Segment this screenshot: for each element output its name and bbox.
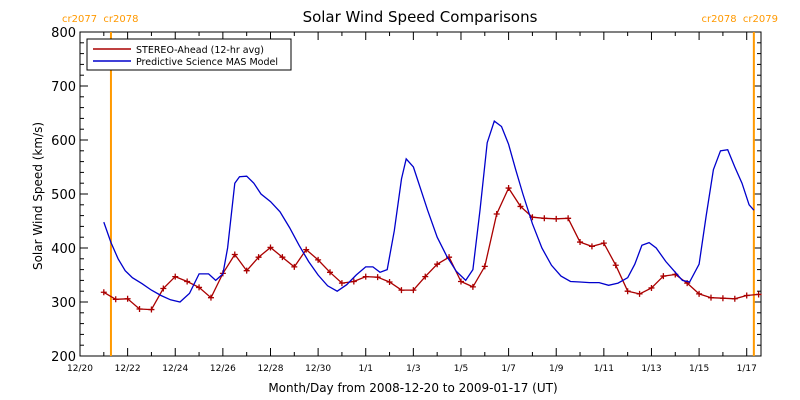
x-tick-label: 12/28	[258, 364, 284, 374]
data-point	[624, 288, 631, 295]
legend-label-1: Predictive Science MAS Model	[136, 57, 278, 68]
series-line-1	[103, 120, 755, 303]
x-tick-label: 12/26	[210, 364, 236, 374]
data-point	[457, 278, 464, 285]
y-tick-label: 800	[51, 26, 76, 41]
x-tick-label: 1/5	[454, 364, 468, 374]
x-tick-label: 1/11	[594, 364, 614, 374]
data-point	[100, 289, 107, 296]
series-layer	[100, 120, 762, 313]
data-point	[636, 290, 643, 297]
data-point	[136, 306, 143, 313]
data-point	[696, 290, 703, 297]
data-point	[612, 262, 619, 269]
data-point	[660, 273, 667, 280]
data-point	[184, 278, 191, 285]
data-point	[600, 240, 607, 247]
data-point	[338, 280, 345, 287]
data-point	[207, 294, 214, 301]
x-tick-label: 12/20	[67, 364, 93, 374]
data-point	[541, 215, 548, 222]
data-point	[362, 273, 369, 280]
data-point	[303, 246, 310, 253]
y-tick-label: 700	[51, 80, 76, 95]
data-point	[350, 278, 357, 285]
data-point	[755, 291, 762, 298]
carrington-markers: cr2077 cr2078 cr2078 cr2079	[62, 14, 778, 356]
data-point	[505, 185, 512, 192]
data-point	[481, 263, 488, 270]
x-axis-label: Month/Day from 2008-12-20 to 2009-01-17 …	[268, 381, 557, 395]
x-tick-label: 1/7	[501, 364, 515, 374]
legend-label-0: STEREO-Ahead (12-hr avg)	[136, 45, 264, 56]
data-point	[410, 287, 417, 294]
data-point	[231, 251, 238, 258]
carrington-marker-label: cr2077 cr2078	[62, 14, 138, 25]
data-point	[267, 244, 274, 251]
data-point	[124, 295, 131, 302]
data-point	[374, 274, 381, 281]
y-tick-label: 600	[51, 134, 76, 149]
data-point	[493, 210, 500, 217]
data-point	[291, 263, 298, 270]
data-point	[588, 243, 595, 250]
data-point	[112, 296, 119, 303]
data-point	[731, 295, 738, 302]
data-point	[517, 203, 524, 210]
data-point	[707, 294, 714, 301]
x-tick-label: 12/24	[162, 364, 188, 374]
data-point	[565, 215, 572, 222]
data-point	[743, 292, 750, 299]
chart-title: Solar Wind Speed Comparisons	[303, 8, 538, 26]
data-point	[648, 284, 655, 291]
y-tick-label: 500	[51, 188, 76, 203]
y-tick-label: 400	[51, 242, 76, 257]
x-tick-label: 1/9	[549, 364, 564, 374]
data-point	[196, 284, 203, 291]
data-point	[386, 279, 393, 286]
carrington-marker-label: cr2078 cr2079	[702, 14, 778, 25]
data-point	[434, 261, 441, 268]
x-tick-label: 1/13	[641, 364, 661, 374]
plot-frame	[79, 31, 762, 357]
data-point	[255, 254, 262, 261]
data-point	[577, 239, 584, 246]
legend-box	[86, 38, 292, 71]
x-tick-label: 1/3	[406, 364, 420, 374]
x-tick-label: 1/17	[737, 364, 757, 374]
x-tick-label: 12/30	[305, 364, 331, 374]
data-point	[553, 215, 560, 222]
series-line-0	[103, 186, 759, 311]
data-point	[315, 256, 322, 263]
data-point	[279, 254, 286, 261]
y-axis-label: Solar Wind Speed (km/s)	[31, 122, 45, 270]
legend: STEREO-Ahead (12-hr avg)Predictive Scien…	[86, 38, 292, 71]
x-tick-label: 1/1	[358, 364, 372, 374]
data-point	[160, 285, 167, 292]
data-point	[422, 273, 429, 280]
data-point	[243, 267, 250, 274]
y-tick-label: 200	[51, 350, 76, 365]
data-point	[327, 269, 334, 276]
x-tick-label: 12/22	[115, 364, 141, 374]
data-point	[172, 273, 179, 280]
y-tick-label: 300	[51, 296, 76, 311]
data-point	[398, 287, 405, 294]
data-point	[148, 306, 155, 313]
data-point	[719, 295, 726, 302]
axes: 200 300 400 500 600 700 800 12/20 12/22 12/24 12/2…	[51, 26, 761, 374]
x-tick-label: 1/15	[689, 364, 709, 374]
data-point	[469, 283, 476, 290]
